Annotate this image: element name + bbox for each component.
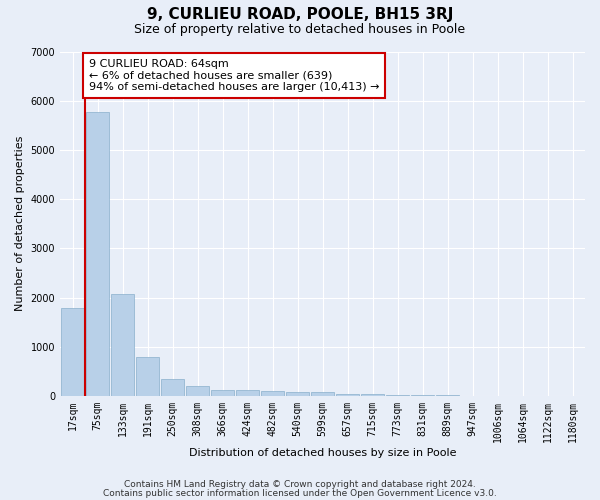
Y-axis label: Number of detached properties: Number of detached properties (15, 136, 25, 312)
Text: Contains public sector information licensed under the Open Government Licence v3: Contains public sector information licen… (103, 488, 497, 498)
Text: 9, CURLIEU ROAD, POOLE, BH15 3RJ: 9, CURLIEU ROAD, POOLE, BH15 3RJ (147, 8, 453, 22)
Bar (311, 392, 334, 396)
Bar (61, 308, 84, 396)
Bar (161, 379, 184, 396)
Bar (136, 356, 159, 396)
Text: 9 CURLIEU ROAD: 64sqm
← 6% of detached houses are smaller (639)
94% of semi-deta: 9 CURLIEU ROAD: 64sqm ← 6% of detached h… (89, 59, 379, 92)
Bar (211, 390, 234, 396)
Bar (361, 394, 384, 396)
Text: Size of property relative to detached houses in Poole: Size of property relative to detached ho… (134, 22, 466, 36)
Bar (386, 395, 409, 396)
Bar (186, 386, 209, 396)
Bar (336, 394, 359, 396)
Bar (86, 112, 109, 396)
X-axis label: Distribution of detached houses by size in Poole: Distribution of detached houses by size … (189, 448, 456, 458)
Bar (236, 390, 259, 396)
Bar (411, 395, 434, 396)
Text: Contains HM Land Registry data © Crown copyright and database right 2024.: Contains HM Land Registry data © Crown c… (124, 480, 476, 489)
Bar (261, 391, 284, 396)
Bar (286, 392, 309, 396)
Bar (111, 294, 134, 396)
